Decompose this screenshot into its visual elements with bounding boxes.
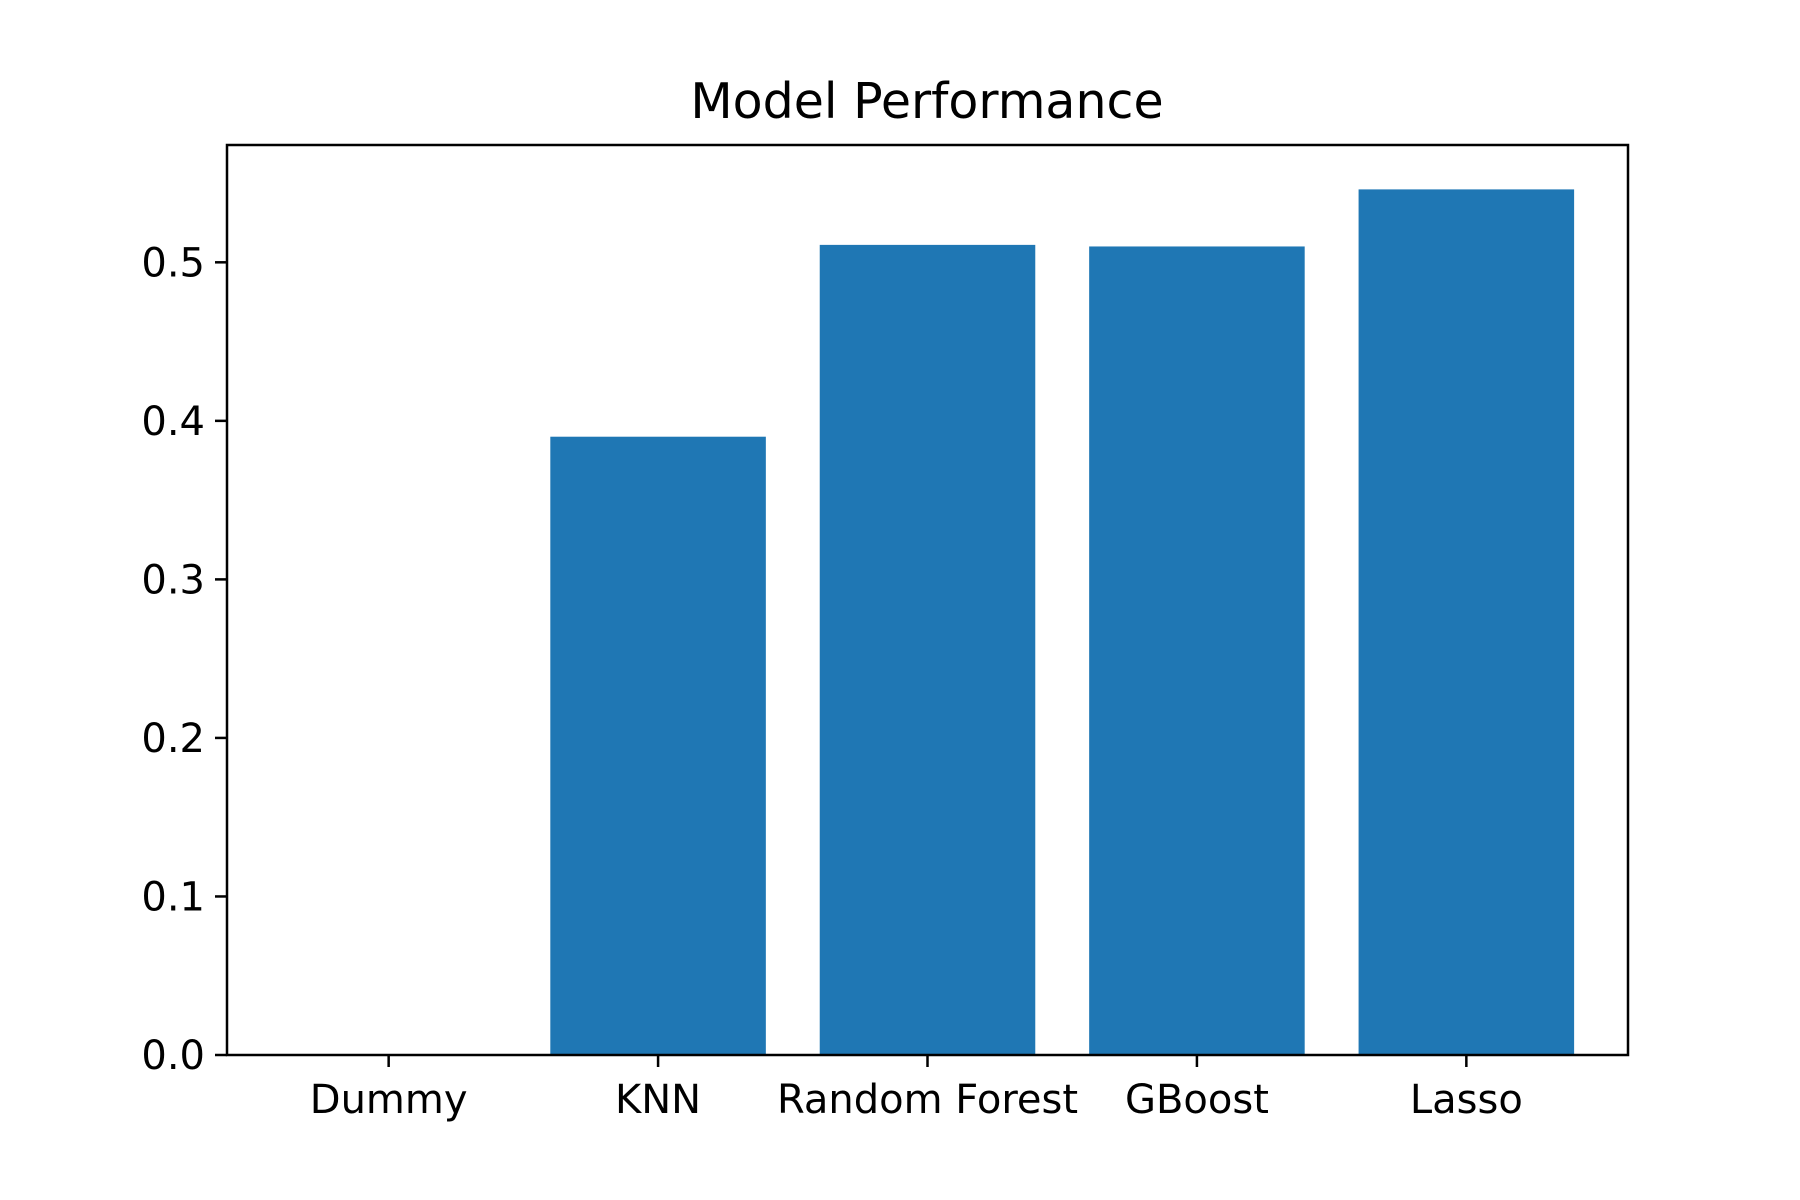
bar-gboost <box>1089 246 1305 1056</box>
x-axis-ticks: Dummy KNN Random Forest GBoost Lasso <box>310 1055 1523 1123</box>
bar-knn <box>550 436 766 1056</box>
y-tick-label: 0.4 <box>141 399 205 445</box>
y-axis-ticks: 0.0 0.1 0.2 0.3 0.4 0.5 <box>141 240 227 1079</box>
y-tick-label: 0.1 <box>141 874 205 920</box>
y-tick-label: 0.5 <box>141 240 205 286</box>
bar-lasso <box>1358 189 1575 1055</box>
y-tick-label: 0.2 <box>141 716 205 762</box>
axes-frame <box>225 143 1630 1057</box>
x-tick-label: Dummy <box>310 1077 468 1123</box>
x-tick-label: GBoost <box>1125 1077 1269 1123</box>
bars-group <box>550 189 1575 1056</box>
y-tick-label: 0.3 <box>141 557 205 603</box>
bar-random-forest <box>819 244 1036 1055</box>
x-tick-label: Random Forest <box>777 1077 1078 1123</box>
x-tick-label: KNN <box>615 1077 701 1123</box>
chart-title: Model Performance <box>690 73 1163 130</box>
x-tick-label: Lasso <box>1410 1077 1523 1123</box>
y-tick-label: 0.0 <box>141 1033 205 1079</box>
